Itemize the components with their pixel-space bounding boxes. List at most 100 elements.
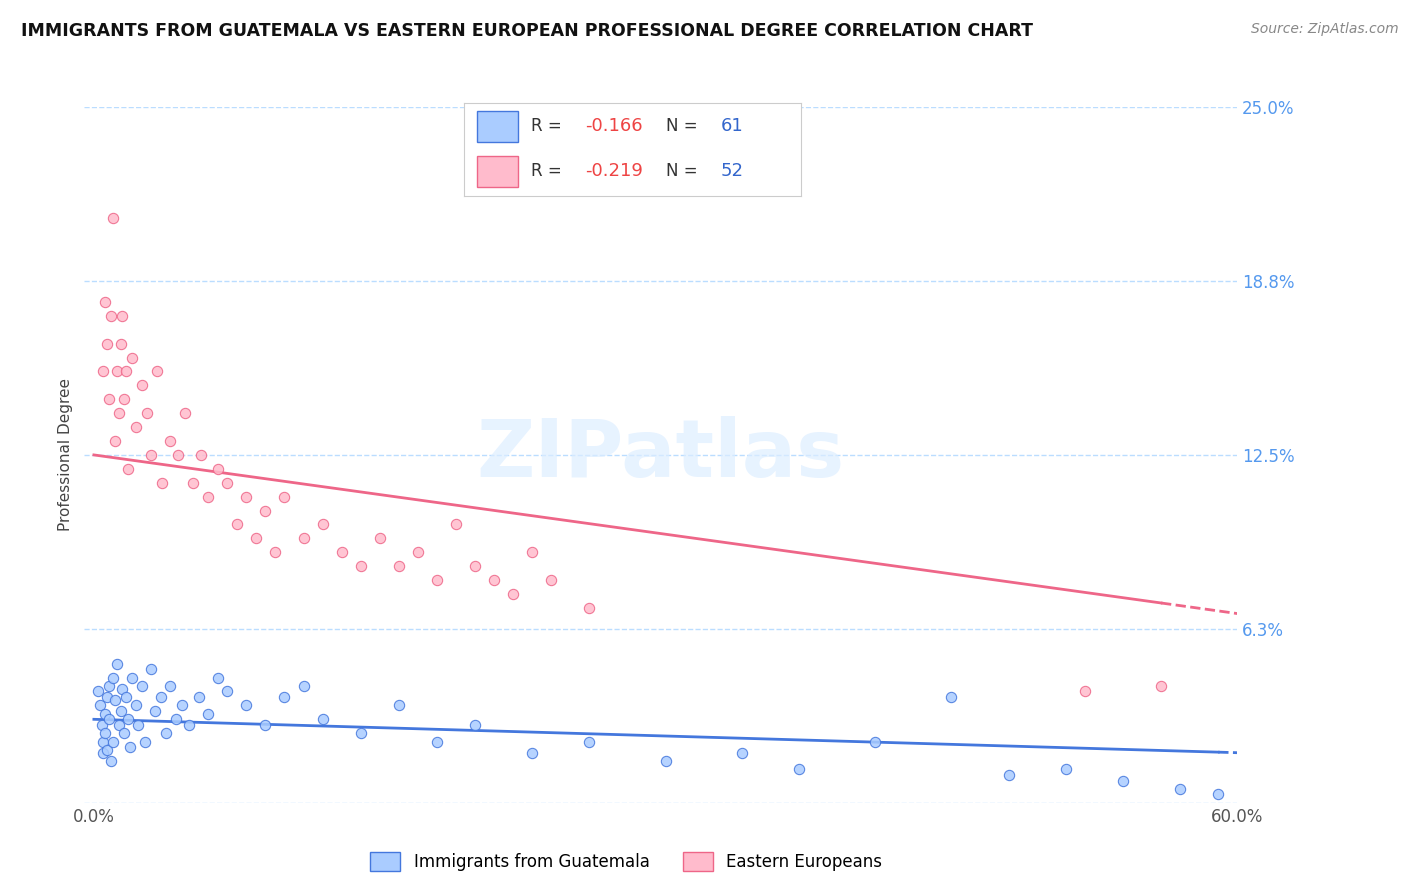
Point <box>311 712 333 726</box>
Point <box>787 763 810 777</box>
Point <box>388 559 411 574</box>
Point <box>93 734 115 748</box>
Point <box>1074 684 1097 698</box>
Point <box>654 754 676 768</box>
Point <box>235 698 257 713</box>
Point <box>1168 781 1191 796</box>
Point <box>254 503 277 517</box>
Point <box>207 462 229 476</box>
Point <box>426 734 449 748</box>
Point <box>89 698 111 713</box>
Point <box>311 517 333 532</box>
Point <box>121 351 143 365</box>
Point <box>125 420 148 434</box>
Point <box>98 679 121 693</box>
Point <box>273 690 295 704</box>
Point <box>120 740 142 755</box>
Point <box>444 517 467 532</box>
Point <box>159 434 181 448</box>
Point <box>127 718 149 732</box>
Point <box>152 475 174 490</box>
Point <box>112 726 135 740</box>
Point <box>94 706 117 721</box>
Point <box>115 364 138 378</box>
Point <box>149 690 172 704</box>
Point <box>174 406 197 420</box>
Point <box>143 704 166 718</box>
Text: ZIPatlas: ZIPatlas <box>477 416 845 494</box>
Point <box>187 690 209 704</box>
Point <box>107 718 129 732</box>
Point <box>112 392 135 407</box>
Point <box>104 434 127 448</box>
Point <box>121 671 143 685</box>
Point <box>426 573 449 587</box>
Text: 61: 61 <box>720 118 744 136</box>
Point <box>117 462 139 476</box>
Point <box>117 712 139 726</box>
FancyBboxPatch shape <box>478 156 517 187</box>
Text: N =: N = <box>666 118 703 136</box>
Point <box>522 746 544 760</box>
Point <box>98 392 121 407</box>
Point <box>254 718 277 732</box>
Point <box>731 746 754 760</box>
Point <box>139 448 162 462</box>
Point <box>179 718 201 732</box>
Point <box>245 532 267 546</box>
Point <box>131 378 153 392</box>
Point <box>134 734 156 748</box>
Point <box>368 532 391 546</box>
Point <box>197 490 219 504</box>
Point <box>502 587 524 601</box>
Point <box>90 718 112 732</box>
Point <box>235 490 257 504</box>
Point <box>1150 679 1173 693</box>
Legend: Immigrants from Guatemala, Eastern Europeans: Immigrants from Guatemala, Eastern Europ… <box>364 846 889 878</box>
Point <box>190 448 212 462</box>
Point <box>110 336 132 351</box>
Point <box>330 545 353 559</box>
Point <box>181 475 204 490</box>
Point <box>350 559 373 574</box>
Point <box>217 684 239 698</box>
Point <box>207 671 229 685</box>
Point <box>264 545 287 559</box>
Point <box>93 746 115 760</box>
Text: 52: 52 <box>720 162 744 180</box>
Point <box>131 679 153 693</box>
Point <box>464 559 486 574</box>
Point <box>863 734 886 748</box>
Point <box>100 754 122 768</box>
Point <box>578 734 600 748</box>
Point <box>107 406 129 420</box>
Point <box>125 698 148 713</box>
Point <box>94 294 117 309</box>
Point <box>155 726 177 740</box>
Point <box>941 690 963 704</box>
Point <box>1206 788 1229 802</box>
Point <box>388 698 411 713</box>
Text: R =: R = <box>531 118 568 136</box>
Text: -0.166: -0.166 <box>585 118 643 136</box>
Point <box>93 364 115 378</box>
Point <box>101 734 124 748</box>
Point <box>111 681 134 696</box>
Point <box>522 545 544 559</box>
Point <box>482 573 505 587</box>
Point <box>139 662 162 676</box>
Text: IMMIGRANTS FROM GUATEMALA VS EASTERN EUROPEAN PROFESSIONAL DEGREE CORRELATION CH: IMMIGRANTS FROM GUATEMALA VS EASTERN EUR… <box>21 22 1033 40</box>
Point <box>94 726 117 740</box>
Point <box>406 545 429 559</box>
Point <box>100 309 122 323</box>
Point <box>1112 773 1135 788</box>
Text: R =: R = <box>531 162 568 180</box>
Point <box>101 671 124 685</box>
Point <box>96 690 118 704</box>
Point <box>997 768 1019 782</box>
Point <box>115 690 138 704</box>
Point <box>159 679 181 693</box>
Point <box>1054 763 1077 777</box>
Point <box>273 490 295 504</box>
Point <box>540 573 562 587</box>
